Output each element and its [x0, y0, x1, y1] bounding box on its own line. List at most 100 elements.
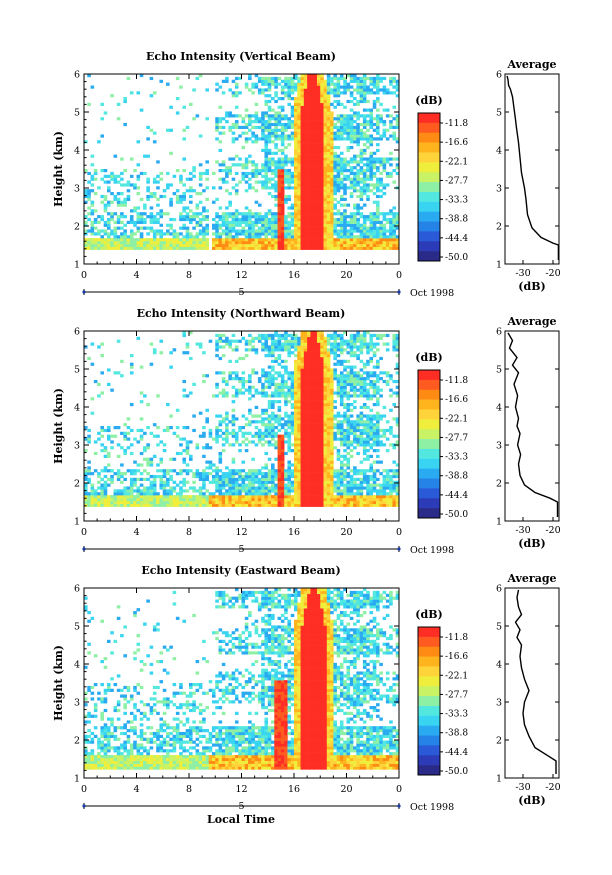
heatmap-cell: [267, 134, 272, 138]
heatmap-cell: [169, 151, 173, 155]
heatmap-cell: [136, 428, 141, 433]
heatmap-cell: [264, 151, 269, 155]
heatmap-cell: [362, 215, 367, 219]
heatmap-cell: [97, 220, 101, 224]
heatmap-cell: [234, 469, 239, 473]
heatmap-cell: [353, 240, 357, 245]
heatmap-cell: [297, 434, 301, 438]
heatmap-cell: [110, 503, 114, 507]
heatmap-cell: [294, 497, 298, 502]
heatmap-cell: [274, 385, 278, 389]
heatmap-cell: [326, 186, 331, 190]
heatmap-cell: [284, 217, 288, 222]
heatmap-cell: [280, 388, 285, 392]
heatmap-cell: [149, 342, 154, 346]
heatmap-cell: [330, 120, 334, 124]
heatmap-cell: [274, 342, 278, 346]
heatmap-cell: [166, 483, 170, 487]
heatmap-cell: [326, 431, 331, 435]
heatmap-cell: [294, 417, 298, 421]
heatmap-cell: [126, 180, 131, 184]
heatmap-cell: [376, 120, 380, 124]
heatmap-cell: [294, 197, 298, 201]
heatmap-cell: [110, 200, 114, 204]
heatmap-cell: [189, 331, 193, 335]
heatmap-cell: [320, 339, 324, 343]
heatmap-cell: [300, 157, 305, 161]
heatmap-cell: [254, 232, 259, 236]
heatmap-cell: [103, 449, 108, 453]
heatmap-cell: [267, 163, 272, 167]
heatmap-cell: [359, 76, 364, 81]
heatmap-cell: [172, 486, 177, 490]
heatmap-cell: [316, 154, 321, 158]
heatmap-cell: [159, 232, 164, 236]
heatmap-cell: [372, 163, 377, 167]
heatmap-cell: [316, 186, 321, 190]
heatmap-cell: [185, 217, 190, 222]
heatmap-cell: [221, 212, 226, 216]
heatmap-cell: [175, 246, 180, 250]
heatmap-cell: [366, 108, 370, 112]
heatmap-cell: [307, 460, 311, 464]
heatmap-cell: [320, 200, 324, 204]
heatmap-cell: [310, 212, 314, 216]
heatmap-cell: [149, 238, 154, 242]
heatmap-cell: [320, 474, 324, 479]
heatmap-cell: [290, 397, 295, 401]
heatmap-cell: [234, 105, 239, 109]
heatmap-cell: [185, 243, 190, 248]
heatmap-cell: [271, 333, 275, 338]
heatmap-cell: [248, 120, 252, 124]
heatmap-cell: [303, 342, 308, 346]
heatmap-cell: [254, 174, 259, 178]
heatmap-cell: [139, 243, 144, 248]
heatmap-cell: [356, 91, 360, 95]
heatmap-cell: [228, 169, 232, 173]
heatmap-cell: [307, 122, 311, 127]
heatmap-cell: [320, 102, 324, 106]
heatmap-cell: [294, 82, 298, 86]
heatmap-cell: [280, 365, 285, 369]
heatmap-cell: [316, 443, 321, 447]
heatmap-cell: [395, 217, 400, 222]
heatmap-cell: [169, 469, 173, 473]
colorbar-swatch: [418, 241, 440, 252]
average-profile-line: [506, 75, 560, 260]
heatmap-cell: [264, 371, 269, 375]
heatmap-cell: [330, 114, 334, 118]
heatmap-cell: [274, 226, 278, 230]
heatmap-cell: [198, 486, 203, 490]
heatmap-cell: [343, 183, 347, 187]
heatmap-cell: [316, 354, 321, 358]
heatmap-cell: [225, 489, 229, 493]
heatmap-cell: [218, 117, 223, 121]
heatmap-cell: [271, 134, 275, 138]
heatmap-cell: [149, 215, 154, 219]
heatmap-cell: [169, 226, 173, 230]
heatmap-cell: [234, 391, 239, 395]
heatmap-cell: [261, 371, 265, 375]
heatmap-cell: [182, 197, 187, 201]
heatmap-cell: [320, 122, 324, 127]
heatmap-cell: [294, 105, 298, 109]
heatmap-cell: [116, 454, 121, 458]
heatmap-cell: [300, 443, 305, 447]
heatmap-cell: [343, 220, 347, 224]
heatmap-cell: [362, 217, 367, 222]
heatmap-cell: [310, 486, 314, 490]
heatmap-cell: [307, 232, 311, 236]
heatmap-cell: [97, 495, 101, 499]
heatmap-cell: [294, 477, 298, 481]
heatmap-cell: [264, 82, 269, 86]
heatmap-cell: [123, 99, 127, 104]
heatmap-cell: [385, 183, 390, 187]
heatmap-cell: [231, 474, 236, 479]
heatmap-cell: [251, 212, 255, 216]
heatmap-cell: [198, 472, 203, 476]
heatmap-cell: [113, 226, 118, 230]
heatmap-cell: [323, 345, 328, 349]
heatmap-cell: [356, 122, 360, 127]
heatmap-cell: [274, 434, 278, 438]
heatmap-cell: [215, 466, 219, 470]
